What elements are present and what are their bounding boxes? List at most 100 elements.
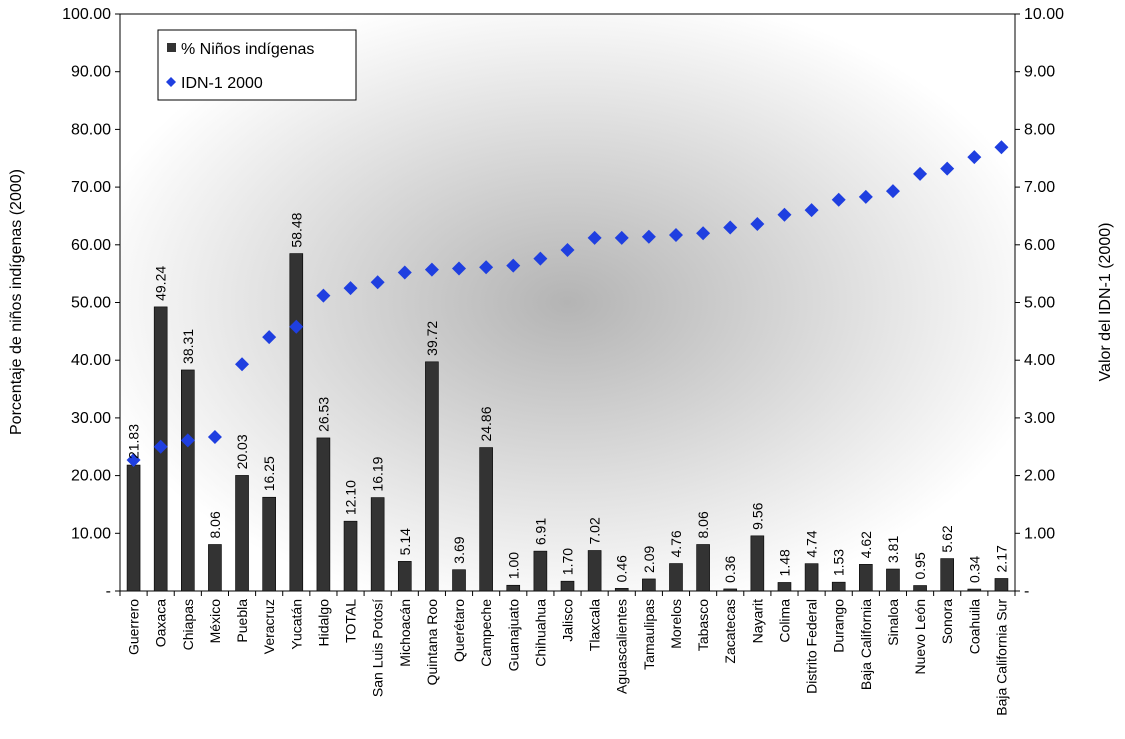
x-tick-label: Baja California — [858, 599, 874, 690]
bar-data-label: 1.53 — [831, 549, 847, 576]
bar-data-label: 0.95 — [912, 552, 928, 579]
x-tick-label: Querétaro — [451, 599, 467, 662]
bar-data-label: 4.74 — [804, 530, 820, 557]
idn-point — [994, 140, 1009, 155]
x-tick-label: Baja California Sur — [993, 599, 1009, 716]
bar-data-label: 4.62 — [858, 531, 874, 558]
y2-tick-label: 1.00 — [1024, 525, 1055, 542]
bar — [831, 581, 846, 592]
x-tick-label: Coahuila — [966, 599, 982, 654]
idn-point — [587, 230, 602, 245]
bar — [804, 563, 819, 592]
idn-point — [723, 220, 738, 235]
idn-point — [343, 281, 358, 296]
idn-point — [479, 260, 494, 275]
x-tick-label: Colima — [776, 599, 792, 643]
idn-point — [424, 262, 439, 277]
x-tick-label: Campeche — [478, 599, 494, 667]
legend: % Niños indígenas IDN-1 2000 — [157, 29, 357, 101]
y2-tick-label: 2.00 — [1024, 468, 1055, 485]
bar-data-label: 20.03 — [234, 434, 250, 469]
bar-data-label: 7.02 — [587, 517, 603, 544]
bar — [289, 253, 304, 592]
legend-bar-label: % Niños indígenas — [181, 41, 314, 58]
bar — [181, 369, 195, 592]
bar-data-label: 6.91 — [532, 518, 548, 545]
x-tick-label: Chihuahua — [532, 599, 548, 667]
x-tick-label: Guanajuato — [505, 599, 521, 672]
bar-data-label: 0.36 — [722, 555, 738, 582]
bar-data-label: 2.09 — [641, 545, 657, 572]
bar-data-label: 1.00 — [505, 552, 521, 579]
x-tick-label: Tamaulipas — [641, 599, 657, 670]
bar-data-label: 16.19 — [370, 456, 386, 491]
idn-point — [885, 184, 900, 199]
bar — [967, 588, 982, 592]
y-tick-label: 20.00 — [71, 468, 111, 485]
y2-tick-label: 10.00 — [1024, 6, 1064, 23]
bar — [343, 520, 358, 592]
x-tick-label: Morelos — [668, 599, 684, 649]
bar-data-label: 8.06 — [695, 511, 711, 538]
x-tick-label: Veracruz — [261, 599, 277, 654]
idn-point — [750, 217, 765, 232]
idn-point — [967, 150, 982, 165]
y-tick-label: 90.00 — [71, 64, 111, 81]
bar — [587, 550, 602, 592]
bar-data-label: 9.56 — [749, 502, 765, 529]
bar-data-label: 5.62 — [939, 525, 955, 552]
x-tick-label: Oaxaca — [153, 599, 169, 647]
x-tick-label: Sonora — [939, 599, 955, 644]
idn-point — [207, 429, 222, 444]
bar — [913, 585, 927, 592]
idn-point — [641, 229, 656, 244]
y-tick-label: 30.00 — [71, 410, 111, 427]
bar-data-label: 0.46 — [614, 555, 630, 582]
bar-data-label: 24.86 — [478, 406, 494, 441]
idn-point — [316, 288, 331, 303]
x-tick-label: San Luis Potosí — [370, 599, 386, 697]
bar-data-label: 16.25 — [261, 456, 277, 491]
bar — [126, 464, 141, 592]
y2-tick-label: 6.00 — [1024, 237, 1055, 254]
bar — [370, 497, 385, 592]
y-tick-label: 80.00 — [71, 121, 111, 138]
idn-point — [289, 319, 304, 334]
idn-point — [235, 357, 250, 372]
y-tick-label: 70.00 — [71, 179, 111, 196]
x-tick-label: Zacatecas — [722, 599, 738, 664]
idn-point — [804, 203, 819, 218]
y-axis-title: Porcentaje de niños indígenas (2000) — [8, 169, 25, 435]
bar-data-label: 1.48 — [776, 549, 792, 576]
y2-tick-label: 7.00 — [1024, 179, 1055, 196]
bar — [723, 588, 738, 592]
x-tick-label: Hidalgo — [315, 599, 331, 647]
idn-point — [913, 166, 928, 181]
x-tick-label: Nuevo León — [912, 599, 928, 675]
bar — [614, 588, 629, 592]
y2-axis-title: Valor del IDN-1 (2000) — [1097, 223, 1114, 382]
x-tick-label: Sinaloa — [885, 599, 901, 646]
idn-point — [777, 207, 792, 222]
bar-data-label: 38.31 — [180, 329, 196, 364]
bar — [533, 550, 548, 592]
x-tick-label: Tabasco — [695, 599, 711, 651]
idn-point — [858, 189, 873, 204]
plot-area — [119, 13, 1016, 592]
idn-point — [180, 433, 195, 448]
bar — [316, 437, 331, 592]
idn-point — [126, 453, 141, 468]
idn-point — [397, 265, 412, 280]
bar-data-label: 8.06 — [207, 511, 223, 538]
bar — [940, 558, 954, 592]
y-tick-label: 40.00 — [71, 352, 111, 369]
bar — [235, 475, 249, 592]
y-tick-label: - — [106, 583, 111, 600]
idn-point — [370, 275, 385, 290]
bar — [750, 535, 765, 592]
bar — [560, 580, 575, 592]
x-tick-label: Nayarit — [749, 599, 765, 643]
y2-tick-label: 4.00 — [1024, 352, 1055, 369]
bar-data-label: 39.72 — [424, 321, 440, 356]
